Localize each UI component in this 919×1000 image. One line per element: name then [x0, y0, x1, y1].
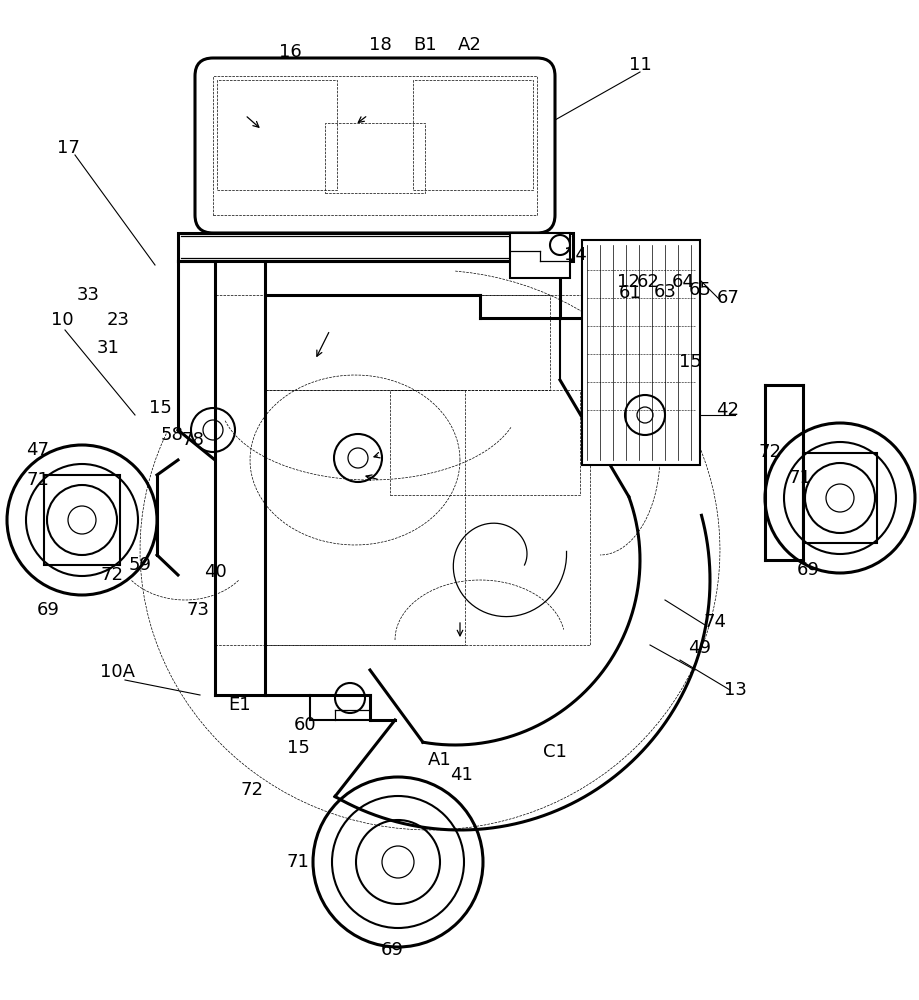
Text: 61: 61 [618, 284, 641, 302]
Text: 63: 63 [652, 283, 675, 301]
Text: 69: 69 [380, 941, 403, 959]
Bar [413, 80, 532, 190]
Text: 74: 74 [703, 613, 726, 631]
Text: 72: 72 [100, 566, 123, 584]
Text: 67: 67 [716, 289, 739, 307]
Bar [509, 233, 570, 278]
Bar [265, 295, 550, 390]
Text: 47: 47 [27, 441, 50, 459]
Text: C1: C1 [542, 743, 566, 761]
Text: 69: 69 [796, 561, 819, 579]
Bar [582, 240, 699, 465]
Text: E1: E1 [229, 696, 251, 714]
Text: 62: 62 [636, 273, 659, 291]
Text: 72: 72 [757, 443, 780, 461]
Bar [215, 295, 589, 645]
Text: 15: 15 [148, 399, 171, 417]
Bar [265, 390, 464, 645]
Text: B1: B1 [413, 36, 437, 54]
Text: 15: 15 [286, 739, 309, 757]
Text: 12: 12 [616, 273, 639, 291]
Text: 71: 71 [27, 471, 50, 489]
Bar [324, 123, 425, 193]
Text: 18: 18 [369, 36, 391, 54]
Text: 17: 17 [56, 139, 79, 157]
Text: 10A: 10A [100, 663, 135, 681]
Text: 33: 33 [76, 286, 99, 304]
Text: 72: 72 [240, 781, 263, 799]
Text: A2: A2 [458, 36, 482, 54]
Text: 23: 23 [107, 311, 130, 329]
Text: 40: 40 [203, 563, 226, 581]
Text: 60: 60 [293, 716, 316, 734]
Text: 71: 71 [286, 853, 309, 871]
Bar [802, 453, 876, 543]
Text: 78: 78 [181, 431, 204, 449]
Text: 15: 15 [678, 353, 700, 371]
Bar [390, 390, 579, 495]
Text: 41: 41 [450, 766, 473, 784]
Text: 42: 42 [716, 401, 739, 419]
Text: 16: 16 [278, 43, 301, 61]
Text: 58: 58 [161, 426, 183, 444]
Text: 73: 73 [187, 601, 210, 619]
Text: 64: 64 [671, 273, 694, 291]
Bar [44, 475, 119, 565]
Text: 59: 59 [129, 556, 152, 574]
Bar [213, 76, 537, 215]
Text: 65: 65 [687, 281, 710, 299]
Text: 49: 49 [687, 639, 710, 657]
Text: 69: 69 [37, 601, 60, 619]
Text: 31: 31 [96, 339, 119, 357]
Bar [217, 80, 336, 190]
Text: 11: 11 [628, 56, 651, 74]
Text: 13: 13 [722, 681, 745, 699]
Text: 10: 10 [51, 311, 74, 329]
Bar [177, 233, 573, 261]
Text: 71: 71 [788, 469, 811, 487]
Text: 14: 14 [563, 246, 585, 264]
Text: A1: A1 [427, 751, 451, 769]
